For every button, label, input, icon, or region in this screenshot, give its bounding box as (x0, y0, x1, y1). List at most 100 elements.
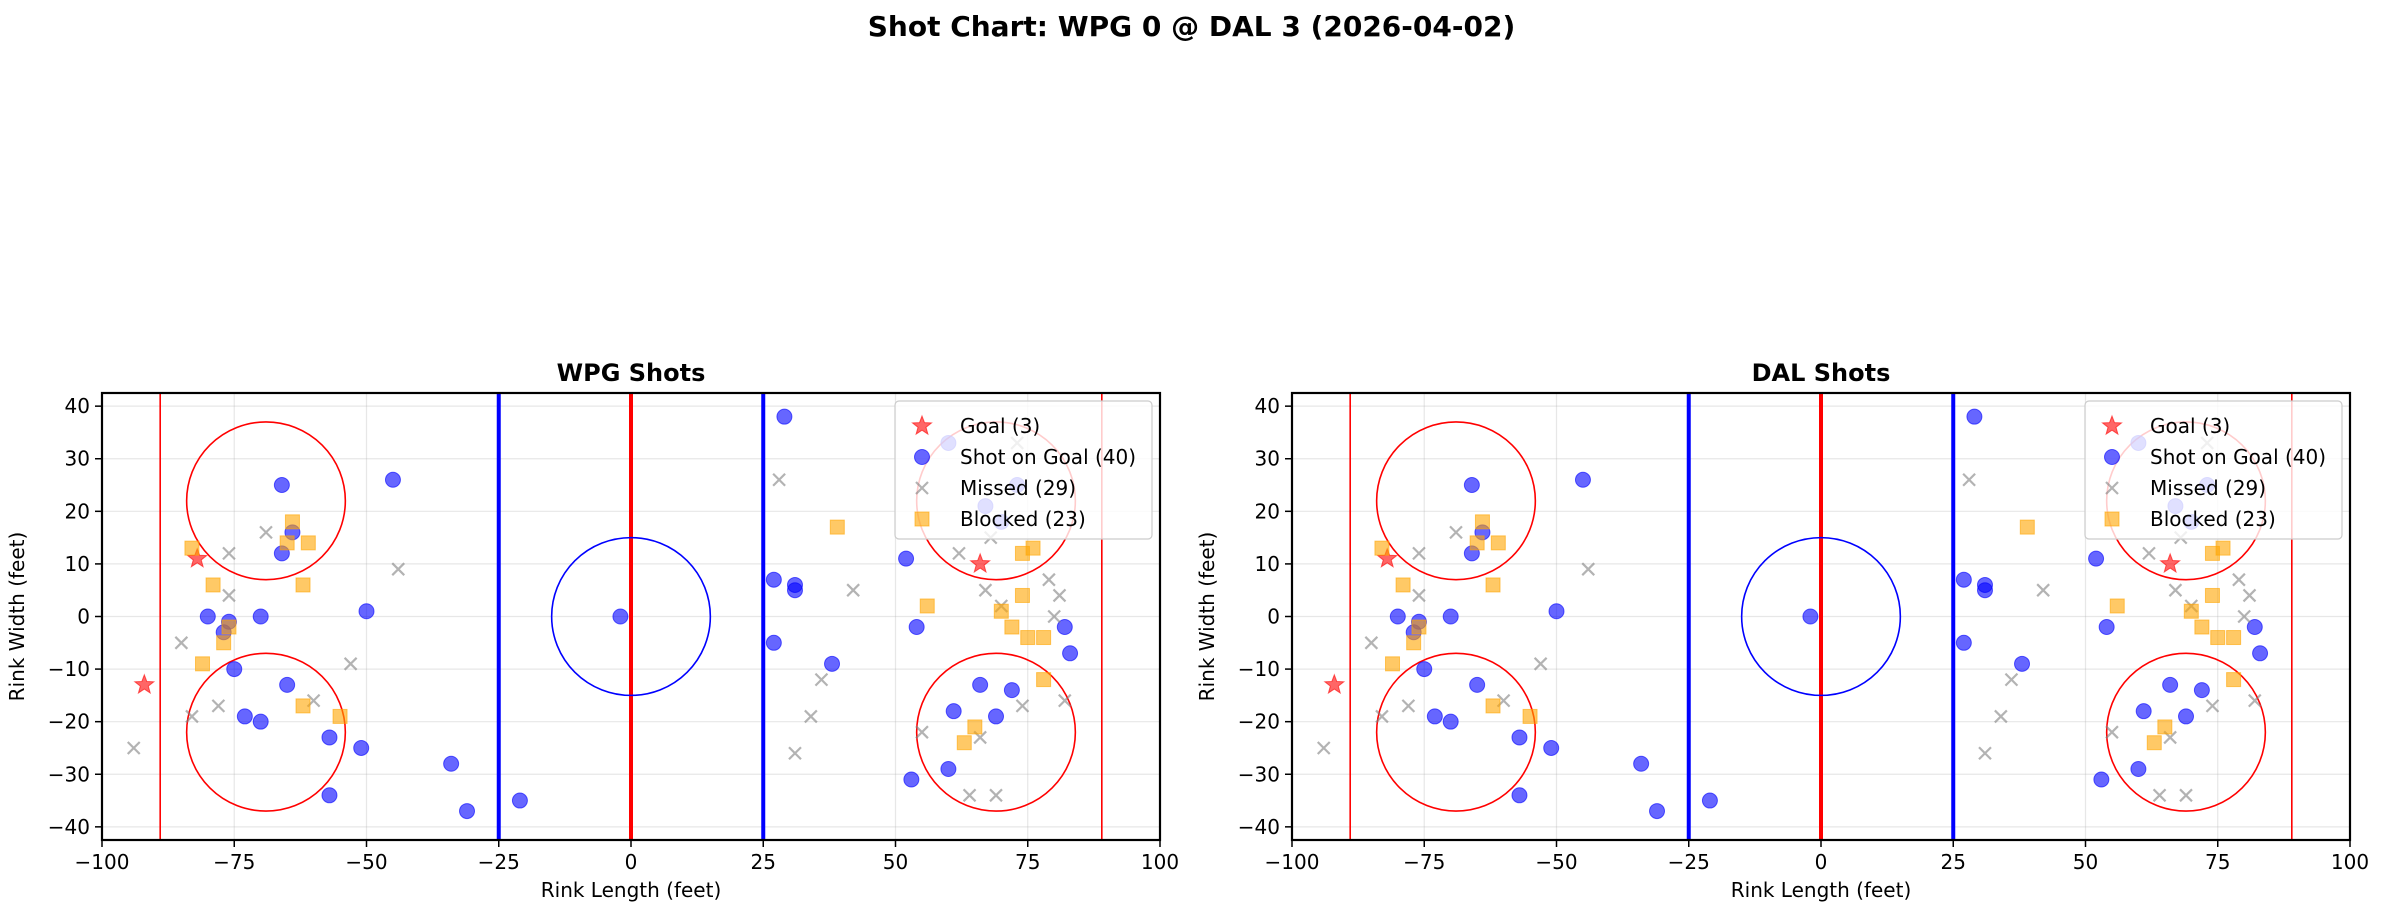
wpg-point-circle (786, 582, 803, 599)
dal-point-circle (2178, 708, 2195, 725)
dal-point-x (1412, 546, 1426, 561)
faceoff-circle (2105, 652, 2267, 812)
dal-point-circle (1469, 676, 1486, 693)
dal-point-circle (1442, 713, 1459, 730)
dal-x-tick-label: 75 (2205, 850, 2230, 874)
dal-point-x (2237, 609, 2251, 624)
wpg-point-square (919, 598, 935, 614)
wpg-x-tick-label: 100 (1141, 850, 1179, 874)
dal-y-tick-label: 10 (1255, 552, 1280, 576)
dal-x-tick-label: 50 (2073, 850, 2098, 874)
legend-marker-star (2101, 414, 2123, 436)
dal-point-circle (2014, 655, 2031, 672)
wpg-point-square (205, 577, 221, 593)
wpg-x-tick-label: 25 (751, 850, 776, 874)
wpg-point-square (184, 540, 200, 556)
dal-point-x (2179, 788, 2193, 803)
wpg-point-circle (353, 739, 370, 756)
wpg-point-circle (1056, 619, 1073, 636)
wpg-point-star (969, 552, 992, 574)
dal-point-square (2210, 630, 2226, 646)
dal-point-square (2109, 598, 2125, 614)
dal-point-square (1485, 577, 1501, 593)
dal-x-axis-label: Rink Length (feet) (1731, 878, 1912, 902)
wpg-point-circle (252, 608, 269, 625)
dal-x-tick-label: −75 (1403, 850, 1445, 874)
wpg-point-circle (972, 676, 989, 693)
faceoff-circle (915, 652, 1077, 812)
dal-x-tick-label: −50 (1535, 850, 1577, 874)
wpg-point-x (772, 472, 786, 487)
dal-point-square (1522, 708, 1538, 724)
dal-point-circle (1442, 608, 1459, 625)
wpg-point-x (1058, 693, 1072, 708)
wpg-point-x (814, 672, 829, 687)
wpg-point-circle (824, 655, 841, 672)
wpg-point-x (391, 562, 406, 576)
wpg-y-tick-label: 30 (65, 447, 90, 471)
dal-point-square (2019, 519, 2035, 535)
dal-y-axis-label: Rink Width (feet) (1195, 532, 1219, 702)
dal-point-square (2204, 587, 2220, 603)
wpg-point-circle (511, 792, 528, 809)
page-title: Shot Chart: WPG 0 @ DAL 3 (2026-04-02) (867, 10, 1516, 43)
legend-marker-circle (914, 449, 930, 465)
dal-point-square (1490, 535, 1506, 551)
dal-point-square (1385, 656, 1401, 672)
dal-point-circle (1543, 739, 1560, 756)
legend-label: Goal (3) (960, 414, 1040, 438)
wpg-y-tick-label: 0 (77, 605, 90, 629)
dal-point-x (2142, 546, 2156, 561)
dal-point-x (1994, 709, 2008, 724)
dal-point-circle (2252, 645, 2269, 662)
legend-marker-circle (2104, 449, 2120, 465)
wpg-point-square (956, 735, 972, 751)
dal-point-circle (1511, 729, 1528, 746)
dal-point-square (1395, 577, 1411, 593)
dal-point-circle (2098, 619, 2115, 636)
wpg-point-square (295, 577, 311, 593)
legend-label: Shot on Goal (40) (960, 445, 1136, 469)
wpg-point-circle (321, 787, 338, 804)
wpg-point-circle (459, 803, 476, 820)
dal-point-square (2146, 735, 2162, 751)
wpg-shot-chart: WPG Shots−100 −75 −50 −25 0 25 50 75 100−40−30−2… (5, 359, 1179, 902)
wpg-point-star (133, 673, 156, 695)
wpg-point-circle (443, 755, 460, 772)
dal-point-circle (1955, 571, 1972, 588)
dal-point-x (1449, 525, 1463, 540)
wpg-point-x (846, 583, 860, 597)
wpg-point-circle (384, 471, 401, 488)
wpg-point-x (989, 788, 1003, 803)
wpg-x-tick-label: 0 (625, 850, 638, 874)
wpg-point-square (284, 514, 300, 530)
legend-marker-star (911, 414, 933, 436)
dal-point-circle (2162, 676, 2179, 693)
legend-marker-x (2105, 481, 2119, 495)
wpg-point-x (1052, 588, 1067, 603)
dal-legend: Goal (3) Shot on Goal (40) Missed (29) Bloc… (2084, 400, 2343, 540)
wpg-point-x (1047, 609, 1061, 624)
dal-point-circle (1701, 792, 1718, 809)
dal-point-square (1411, 619, 1427, 635)
wpg-point-x (1042, 572, 1056, 587)
wpg-point-square (300, 535, 316, 551)
dal-point-square (2157, 719, 2173, 735)
wpg-point-circle (252, 713, 269, 730)
wpg-point-circle (945, 703, 962, 720)
wpg-point-square (993, 603, 1009, 619)
dal-point-x (2036, 583, 2050, 597)
faceoff-circle (1375, 652, 1537, 812)
wpg-point-circle (903, 771, 920, 788)
dal-point-star (1323, 673, 1346, 695)
dal-series-square (1374, 514, 2242, 751)
dal-point-x (1978, 746, 1992, 761)
dal-point-circle (1574, 471, 1591, 488)
wpg-point-x (962, 788, 977, 803)
dal-point-circle (1511, 787, 1528, 804)
wpg-point-x (185, 709, 199, 724)
dal-point-circle (2093, 771, 2110, 788)
wpg-point-circle (1062, 645, 1079, 662)
dal-y-tick-label: 0 (1267, 605, 1280, 629)
dal-x-tick-label: −25 (1668, 850, 1710, 874)
